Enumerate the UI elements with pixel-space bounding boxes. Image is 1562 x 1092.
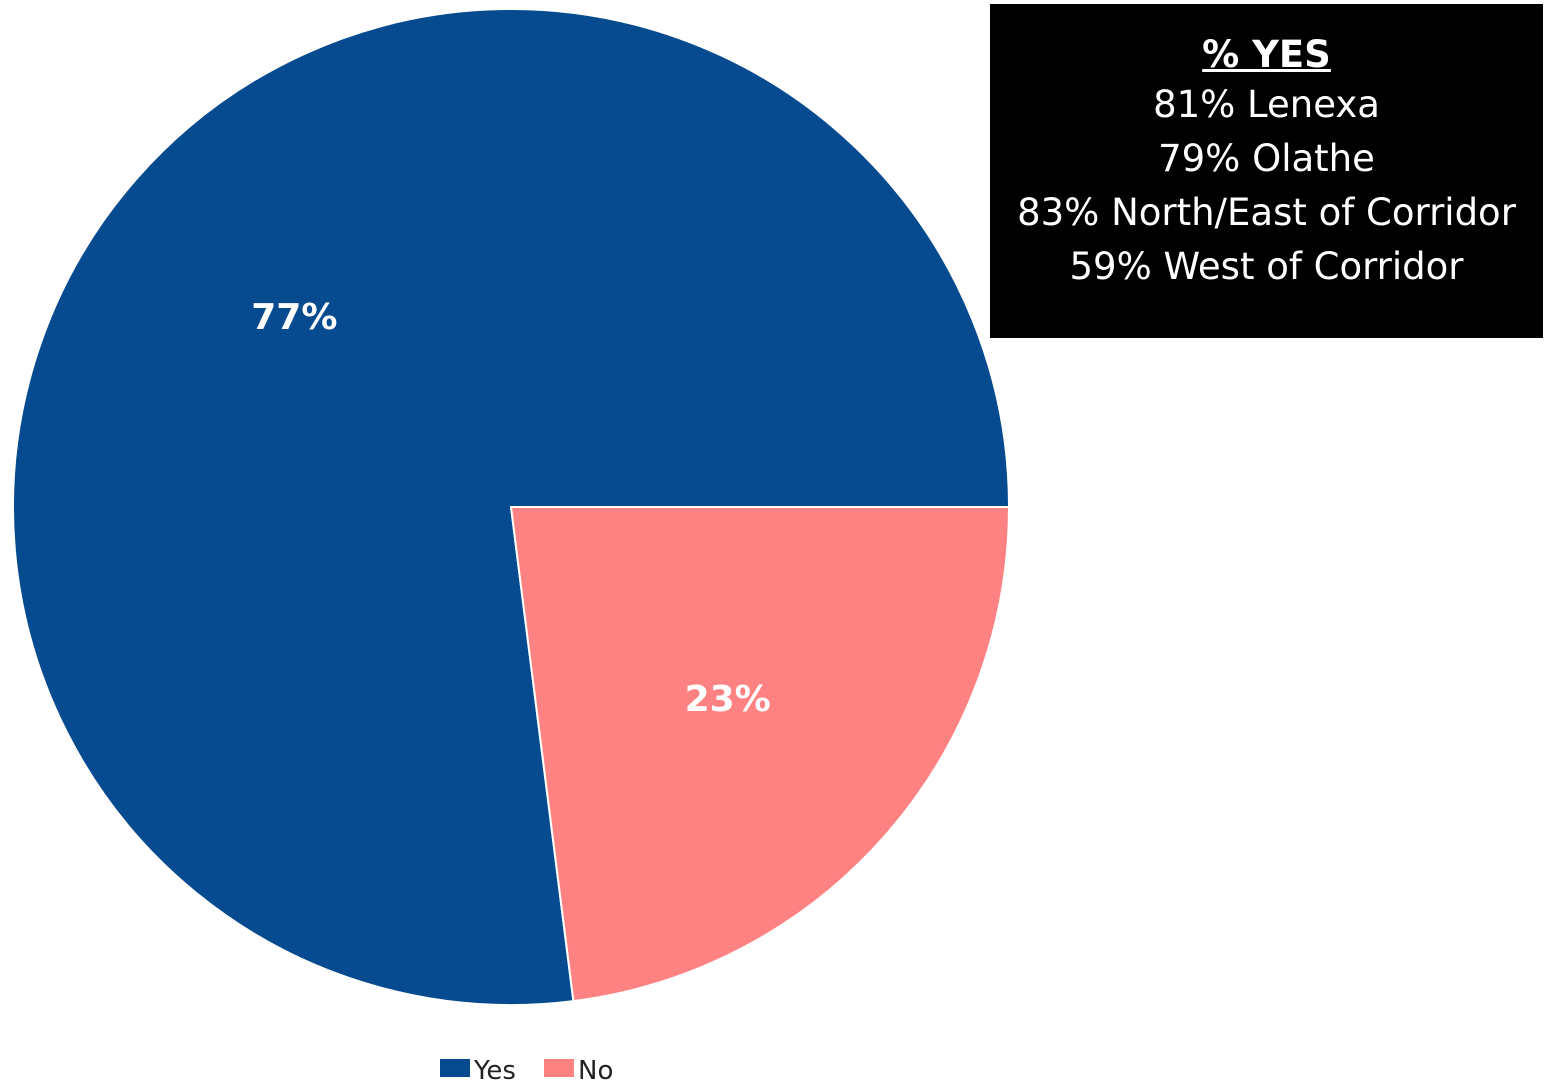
percent-yes-info-box: % YES 81% Lenexa 79% Olathe 83% North/Ea… (990, 4, 1543, 338)
legend-label-yes: Yes (473, 1056, 516, 1086)
info-box-line-north-east: 83% North/East of Corridor (1017, 191, 1516, 234)
pie-slice-no (509, 506, 1011, 1003)
info-box-line-olathe: 79% Olathe (1158, 137, 1375, 180)
chart-legend: Yes No (440, 1056, 613, 1086)
pie-slices (12, 8, 1011, 1006)
legend-swatch-no (544, 1059, 574, 1077)
info-box-line-west: 59% West of Corridor (1069, 245, 1464, 288)
data-label-no: 23% (685, 679, 771, 720)
legend-swatch-yes (440, 1059, 470, 1077)
pie-data-labels: 77% 23% (251, 297, 770, 720)
legend-label-no: No (578, 1056, 613, 1086)
data-label-yes: 77% (251, 297, 337, 338)
info-box-line-lenexa: 81% Lenexa (1153, 83, 1380, 126)
info-box-title: % YES (1202, 33, 1331, 76)
